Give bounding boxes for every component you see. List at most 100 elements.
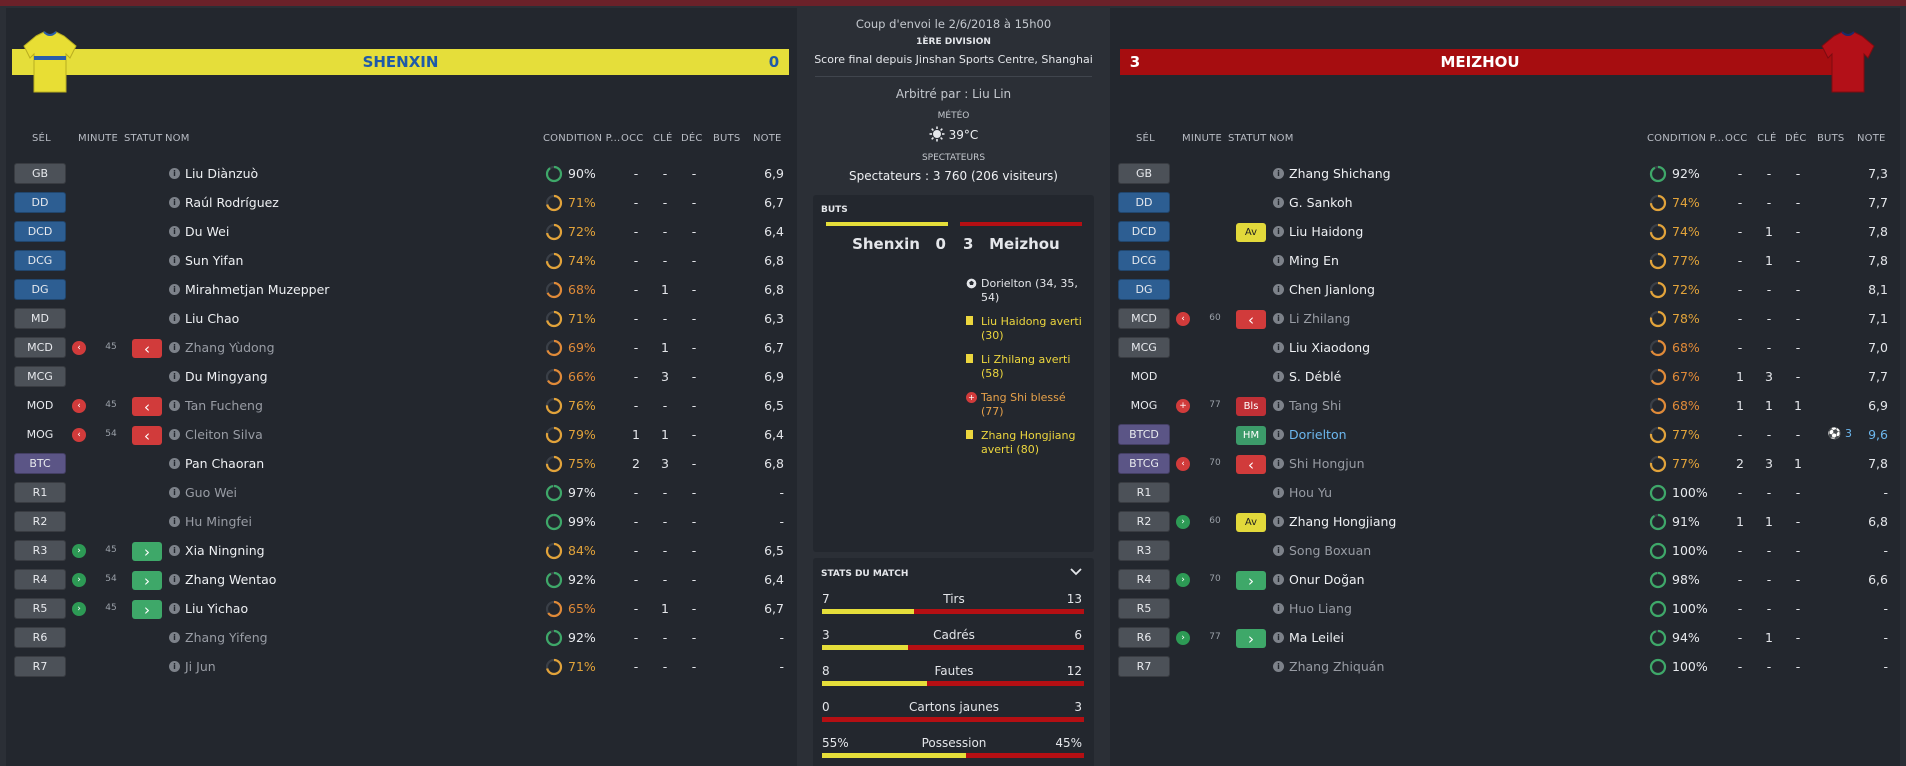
col-nom[interactable]: NOM — [165, 133, 190, 144]
player-row[interactable]: MOD i S. Déblé 67% 1 3 - 7,7 — [1110, 362, 1900, 391]
info-icon[interactable]: i — [169, 226, 180, 237]
player-row[interactable]: BTCD HM i Dorielton 77% - - - ⚽ 3 9,6 — [1110, 420, 1900, 449]
position-badge[interactable]: R5 — [14, 598, 66, 619]
info-icon[interactable]: i — [169, 487, 180, 498]
player-name[interactable]: Cleiton Silva — [185, 427, 263, 442]
position-badge[interactable]: R2 — [14, 511, 66, 532]
info-icon[interactable]: i — [169, 313, 180, 324]
info-icon[interactable]: i — [1273, 458, 1284, 469]
status-badge[interactable]: Av — [1236, 223, 1266, 242]
position-badge[interactable]: R4 — [1118, 569, 1170, 590]
position-badge[interactable]: MOD — [1130, 370, 1158, 383]
player-row[interactable]: MCD ‹ 60 ‹ i Li Zhilang 78% - - - 7,1 — [1110, 304, 1900, 333]
player-row[interactable]: R4 › 54 › i Zhang Wentao 92% - - - 6,4 — [6, 565, 797, 594]
position-badge[interactable]: MCD — [1118, 308, 1170, 329]
player-name[interactable]: S. Déblé — [1289, 369, 1342, 384]
status-badge[interactable]: Av — [1236, 513, 1266, 532]
division-label[interactable]: 1ÈRE DIVISION — [916, 37, 991, 47]
col-statut[interactable]: STATUT — [124, 133, 163, 144]
away-team-name[interactable]: MEIZHOU — [1440, 53, 1520, 71]
player-row[interactable]: BTCG ‹ 70 ‹ i Shi Hongjun 77% 2 3 1 7,8 — [1110, 449, 1900, 478]
info-icon[interactable]: i — [169, 400, 180, 411]
col-minute[interactable]: MINUTE — [1182, 133, 1223, 144]
position-badge[interactable]: MCG — [1118, 337, 1170, 358]
status-badge[interactable]: HM — [1236, 426, 1266, 445]
player-row[interactable]: DCD i Du Wei 72% - - - 6,4 — [6, 217, 797, 246]
info-icon[interactable]: i — [169, 661, 180, 672]
position-badge[interactable]: GB — [14, 163, 66, 184]
info-icon[interactable]: i — [169, 284, 180, 295]
subbed-off-icon[interactable]: ‹ — [132, 339, 162, 358]
col-dec[interactable]: DÉC — [1785, 133, 1807, 144]
home-team-name[interactable]: SHENXIN — [362, 53, 439, 71]
player-name[interactable]: Mirahmetjan Muzepper — [185, 282, 330, 297]
info-icon[interactable]: i — [169, 603, 180, 614]
player-name[interactable]: Ma Leilei — [1289, 630, 1344, 645]
position-badge[interactable]: R3 — [1118, 540, 1170, 561]
col-buts[interactable]: BUTS — [1817, 133, 1845, 144]
player-row[interactable]: MCG i Du Mingyang 66% - 3 - 6,9 — [6, 362, 797, 391]
player-row[interactable]: GB i Liu Diànzuò 90% - - - 6,9 — [6, 159, 797, 188]
info-icon[interactable]: i — [1273, 371, 1284, 382]
referee-text[interactable]: Arbitré par : Liu Lin — [895, 87, 1012, 101]
info-icon[interactable]: i — [1273, 603, 1284, 614]
player-row[interactable]: DCG i Sun Yifan 74% - - - 6,8 — [6, 246, 797, 275]
col-minute[interactable]: MINUTE — [78, 133, 119, 144]
player-row[interactable]: R5 i Huo Liang 100% - - - - — [1110, 594, 1900, 623]
player-row[interactable]: DG i Mirahmetjan Muzepper 68% - 1 - 6,8 — [6, 275, 797, 304]
info-icon[interactable]: i — [169, 342, 180, 353]
player-row[interactable]: R1 i Guo Wei 97% - - - - — [6, 478, 797, 507]
position-badge[interactable]: R7 — [1118, 656, 1170, 677]
subbed-on-icon[interactable]: › — [132, 571, 162, 590]
player-name[interactable]: Liu Yichao — [185, 601, 249, 616]
info-icon[interactable]: i — [1273, 197, 1284, 208]
player-name[interactable]: Zhang Yùdong — [185, 340, 275, 355]
player-row[interactable]: R6 i Zhang Yifeng 92% - - - - — [6, 623, 797, 652]
player-row[interactable]: BTC i Pan Chaoran 75% 2 3 - 6,8 — [6, 449, 797, 478]
info-icon[interactable]: i — [169, 197, 180, 208]
chevron-down-icon[interactable] — [1070, 566, 1082, 580]
player-name[interactable]: Hu Mingfei — [185, 514, 252, 529]
col-cle[interactable]: CLÉ — [1757, 133, 1777, 144]
position-badge[interactable]: R6 — [1118, 627, 1170, 648]
position-badge[interactable]: R4 — [14, 569, 66, 590]
position-badge[interactable]: DCD — [1118, 221, 1170, 242]
col-statut[interactable]: STATUT — [1228, 133, 1267, 144]
col-buts[interactable]: BUTS — [713, 133, 741, 144]
subbed-on-icon[interactable]: › — [1236, 571, 1266, 590]
player-row[interactable]: R6 › 77 › i Ma Leilei 94% - 1 - - — [1110, 623, 1900, 652]
position-badge[interactable]: R3 — [14, 540, 66, 561]
col-note[interactable]: NOTE — [753, 133, 782, 144]
player-row[interactable]: R3 › 45 › i Xia Ningning 84% - - - 6,5 — [6, 536, 797, 565]
info-icon[interactable]: i — [1273, 661, 1284, 672]
player-name[interactable]: Sun Yifan — [185, 253, 244, 268]
position-badge[interactable]: BTCD — [1118, 424, 1170, 445]
player-row[interactable]: DD i Raúl Rodríguez 71% - - - 6,7 — [6, 188, 797, 217]
col-occ[interactable]: OCC — [621, 133, 644, 144]
info-icon[interactable]: i — [1273, 574, 1284, 585]
player-name[interactable]: Raúl Rodríguez — [185, 195, 279, 210]
info-icon[interactable]: i — [1273, 342, 1284, 353]
player-name[interactable]: Ji Jun — [185, 659, 216, 674]
info-icon[interactable]: i — [1273, 429, 1284, 440]
player-name[interactable]: Li Zhilang — [1289, 311, 1351, 326]
player-name[interactable]: Liu Haidong — [1289, 224, 1364, 239]
player-name[interactable]: Liu Chao — [185, 311, 240, 326]
info-icon[interactable]: i — [169, 255, 180, 266]
info-icon[interactable]: i — [1273, 255, 1284, 266]
player-name[interactable]: Shi Hongjun — [1289, 456, 1365, 471]
position-badge[interactable]: R6 — [14, 627, 66, 648]
player-name[interactable]: Hou Yu — [1289, 485, 1333, 500]
player-row[interactable]: DCG i Ming En 77% - 1 - 7,8 — [1110, 246, 1900, 275]
col-nom[interactable]: NOM — [1269, 133, 1294, 144]
player-name[interactable]: Zhang Shichang — [1289, 166, 1391, 181]
position-badge[interactable]: MCD — [14, 337, 66, 358]
player-row[interactable]: DG i Chen Jianlong 72% - - - 8,1 — [1110, 275, 1900, 304]
player-name[interactable]: Onur Doğan — [1289, 572, 1365, 587]
info-icon[interactable]: i — [169, 371, 180, 382]
info-icon[interactable]: i — [169, 168, 180, 179]
player-row[interactable]: MOD ‹ 45 ‹ i Tan Fucheng 76% - - - 6,5 — [6, 391, 797, 420]
player-name[interactable]: G. Sankoh — [1289, 195, 1353, 210]
player-row[interactable]: R3 i Song Boxuan 100% - - - - — [1110, 536, 1900, 565]
info-icon[interactable]: i — [169, 458, 180, 469]
